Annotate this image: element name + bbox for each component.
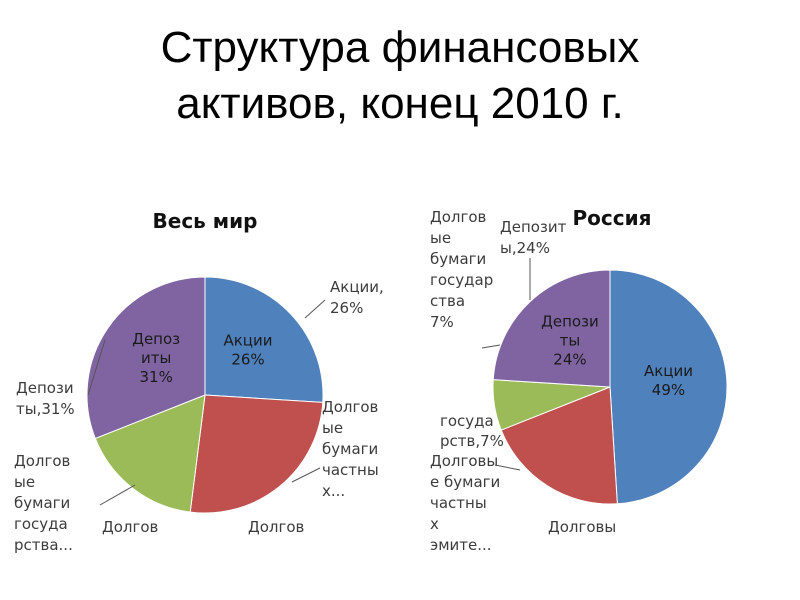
pie-slice <box>492 269 611 388</box>
title-line-2: активов, конец 2010 г. <box>176 79 624 128</box>
slice-callout-label: Долгов ые бумаги частны х... <box>322 398 379 500</box>
bottom-callout-label: Долговы <box>548 518 616 536</box>
pie-chart-world: Весь мир Акции 26% Акции, 26% Долгов ые бумаги ч… <box>14 209 384 554</box>
slice-callout-label: Долговы е бумаги частны х эмите... <box>430 452 500 554</box>
slice-callout-label: Долгов ые бумаги госуда рства... <box>14 452 73 554</box>
slice-callout-label: Депозит ы,24% <box>500 218 567 257</box>
chart-title: Весь мир <box>153 209 258 233</box>
overlap-callout-label: госуда рств,7% <box>440 412 504 450</box>
chart-title: Россия <box>573 206 652 230</box>
slice-callout-label: Долгов ые бумаги государ ства 7% <box>430 208 493 331</box>
leader-line <box>291 467 321 483</box>
pie-slice <box>94 394 206 513</box>
pie-slice <box>500 386 618 505</box>
leader-line <box>481 344 501 349</box>
leader-line <box>87 339 106 396</box>
slice-data-label: Акции 26% <box>223 332 272 369</box>
title-line-1: Структура финансовых <box>160 23 640 72</box>
bottom-callout-label: Долгов <box>248 518 304 536</box>
slice-callout-label: Акции, 26% <box>330 278 384 317</box>
pie-slice <box>204 276 324 403</box>
bottom-callout-label: Долгов <box>102 518 158 536</box>
page-title: Структура финансовых активов, конец 2010… <box>0 20 800 132</box>
pie-slice <box>609 269 728 505</box>
pie-slice <box>189 394 324 514</box>
leader-line <box>304 299 326 319</box>
pie-slice <box>86 276 206 440</box>
slice-callout-label: Депози ты,31% <box>16 379 75 418</box>
slice-data-label: Депози ты 24% <box>541 312 599 368</box>
slice-data-label: Депоз иты 31% <box>132 330 180 386</box>
leader-line <box>494 464 521 471</box>
slice-data-label: Акции 49% <box>644 362 693 399</box>
leader-line <box>99 484 136 506</box>
pie-chart-russia: Россия Акции 49% Долговы е бумаги частны х эмит… <box>430 206 728 554</box>
